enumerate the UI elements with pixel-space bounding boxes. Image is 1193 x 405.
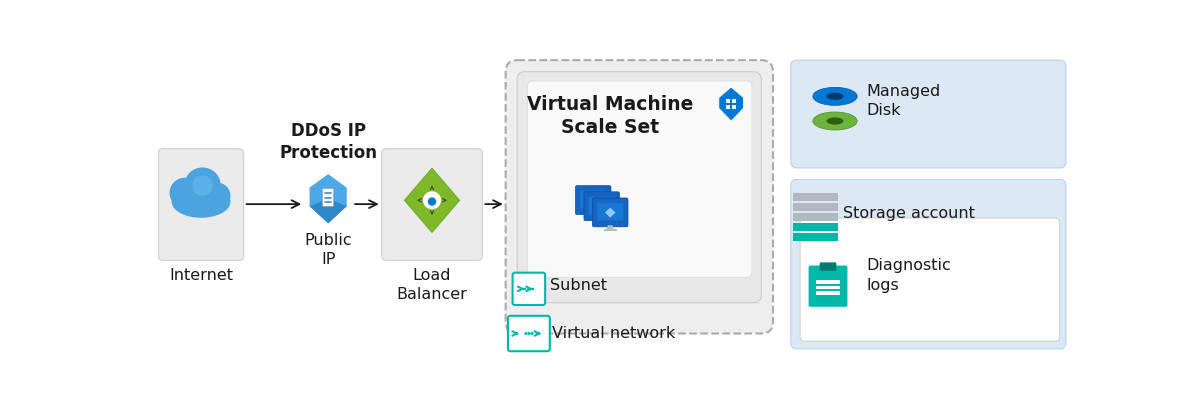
FancyBboxPatch shape: [518, 72, 761, 303]
Polygon shape: [605, 208, 616, 217]
Ellipse shape: [812, 87, 857, 105]
Bar: [595, 223, 608, 225]
FancyBboxPatch shape: [598, 203, 624, 220]
FancyBboxPatch shape: [820, 262, 836, 271]
FancyBboxPatch shape: [575, 185, 611, 215]
FancyBboxPatch shape: [382, 149, 482, 260]
Text: Load
Balancer: Load Balancer: [396, 268, 468, 302]
Text: Managed
Disk: Managed Disk: [866, 83, 940, 118]
Text: Public
IP: Public IP: [304, 233, 352, 267]
Ellipse shape: [827, 117, 843, 125]
Polygon shape: [598, 219, 606, 223]
Circle shape: [204, 183, 230, 209]
FancyBboxPatch shape: [506, 60, 773, 333]
FancyBboxPatch shape: [588, 197, 614, 214]
Bar: [604, 229, 617, 231]
Circle shape: [428, 197, 437, 206]
Polygon shape: [309, 199, 347, 224]
Text: Virtual Machine
Scale Set: Virtual Machine Scale Set: [527, 95, 693, 137]
Bar: [727, 99, 730, 103]
Text: Virtual network: Virtual network: [552, 326, 675, 341]
Bar: [733, 99, 736, 103]
FancyBboxPatch shape: [801, 218, 1059, 341]
Polygon shape: [606, 225, 614, 229]
Polygon shape: [588, 195, 599, 205]
Text: Internet: Internet: [169, 268, 233, 283]
Text: Subnet: Subnet: [550, 278, 607, 293]
Polygon shape: [719, 87, 743, 121]
Ellipse shape: [827, 93, 843, 100]
Circle shape: [184, 167, 221, 204]
Polygon shape: [596, 202, 607, 211]
Ellipse shape: [812, 112, 857, 130]
Text: DDoS IP
Protection: DDoS IP Protection: [279, 122, 377, 162]
Bar: [816, 291, 840, 295]
FancyBboxPatch shape: [159, 149, 243, 260]
Bar: [793, 223, 839, 231]
FancyBboxPatch shape: [513, 273, 545, 305]
Circle shape: [531, 332, 533, 335]
Ellipse shape: [172, 185, 230, 218]
FancyBboxPatch shape: [508, 316, 550, 351]
Bar: [816, 286, 840, 289]
Polygon shape: [589, 213, 596, 217]
Bar: [733, 105, 736, 109]
Bar: [793, 193, 839, 201]
Bar: [727, 105, 730, 109]
FancyBboxPatch shape: [322, 189, 334, 206]
Circle shape: [527, 332, 531, 335]
Bar: [587, 217, 600, 219]
Bar: [793, 202, 839, 211]
Bar: [793, 232, 839, 241]
Polygon shape: [309, 174, 347, 224]
FancyBboxPatch shape: [791, 179, 1067, 349]
FancyBboxPatch shape: [580, 190, 606, 208]
Circle shape: [192, 175, 212, 196]
Text: Diagnostic
logs: Diagnostic logs: [866, 258, 951, 293]
FancyBboxPatch shape: [585, 192, 619, 221]
Polygon shape: [404, 168, 459, 232]
Text: Storage account: Storage account: [842, 207, 975, 222]
FancyBboxPatch shape: [527, 81, 752, 277]
Bar: [793, 213, 839, 221]
FancyBboxPatch shape: [593, 198, 628, 227]
Circle shape: [524, 332, 527, 335]
Circle shape: [422, 191, 441, 209]
FancyBboxPatch shape: [809, 266, 847, 307]
Circle shape: [527, 287, 531, 290]
Circle shape: [169, 178, 200, 208]
Bar: [816, 280, 840, 284]
FancyBboxPatch shape: [791, 60, 1067, 168]
